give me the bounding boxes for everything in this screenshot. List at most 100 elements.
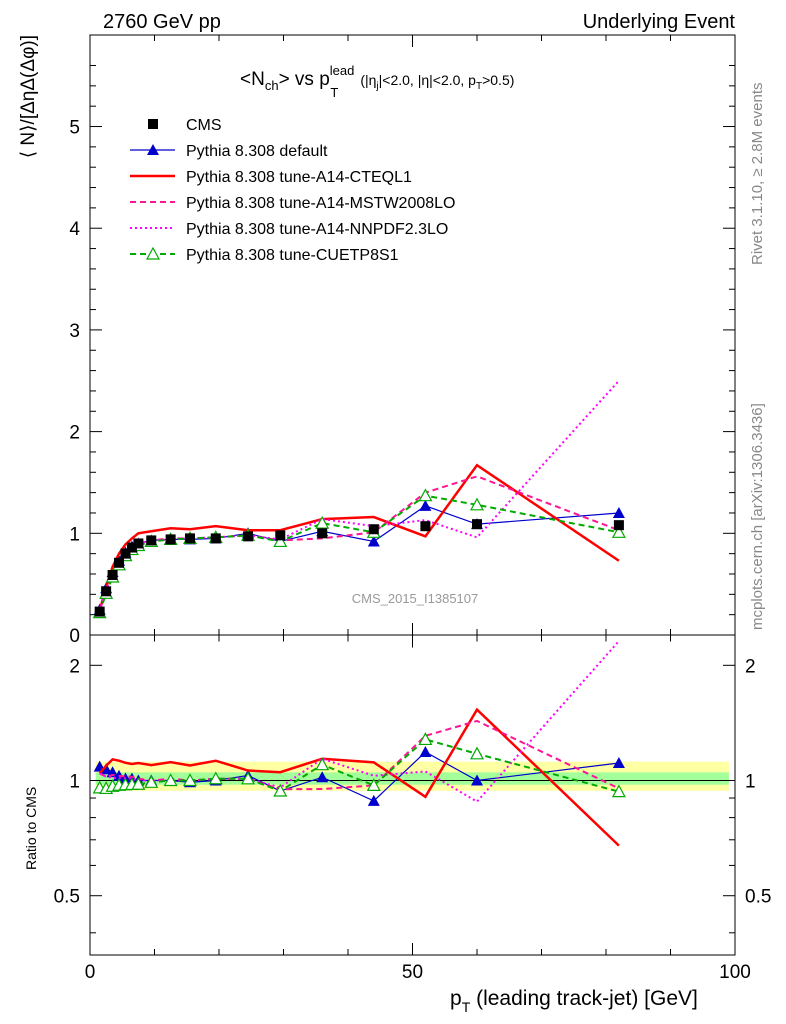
series-point-1	[419, 499, 432, 511]
top-y-tick-label: 4	[69, 219, 80, 240]
cms-point	[472, 519, 482, 530]
cms-point	[368, 524, 379, 535]
ratio-line-2	[98, 707, 620, 847]
analysis-watermark: CMS_2015_I1385107	[352, 591, 479, 606]
ratio-panel-frame	[89, 634, 736, 956]
top-y-tick-label: 2	[69, 423, 80, 444]
cms-point	[420, 521, 431, 532]
header-left: 2760 GeV pp	[103, 11, 221, 33]
ratio-point-1	[367, 794, 380, 806]
legend-label-1: Pythia 8.308 default	[186, 143, 328, 160]
legend: CMS Pythia 8.308 default Pythia 8.308 tune…	[130, 117, 455, 264]
ratio-point-5	[273, 783, 288, 797]
plot-title-vs-sup: lead	[330, 63, 355, 78]
cms-point	[114, 557, 125, 568]
cms-point	[146, 535, 157, 546]
plot-title-main-sub: ch	[265, 78, 279, 93]
series-point-5	[273, 534, 288, 548]
cms-point	[613, 520, 624, 531]
mcplots-label: mcplots.cern.ch [arXiv:1306.3436]	[749, 403, 766, 630]
ratio-y-tick-label-right: 0.5	[745, 887, 771, 908]
top-y-axis-label: ⟨ N⟩/[ΔηΔ(Δφ)]	[18, 35, 39, 158]
cms-point	[165, 534, 176, 545]
x-tick-label: 100	[719, 962, 751, 983]
ratio-point-5	[144, 775, 159, 788]
legend-label-5: Pythia 8.308 tune-CUETP8S1	[186, 247, 399, 264]
ratio-line-5	[99, 738, 620, 793]
ratio-point-5	[241, 771, 256, 785]
rivet-label: Rivet 3.1.10, ≥ 2.8M events	[749, 83, 766, 266]
cms-point	[126, 542, 137, 553]
cms-point	[101, 586, 112, 597]
header-right: Underlying Event	[583, 11, 736, 33]
cms-point	[275, 530, 286, 541]
legend-marker-5	[145, 246, 161, 260]
ratio-point-5	[611, 784, 626, 798]
x-axis-label: pT (leading track-jet) [GeV]	[450, 987, 698, 1015]
x-tick-label: 50	[402, 962, 423, 983]
cms-point	[317, 528, 328, 539]
ratio-panel-series	[92, 640, 626, 847]
plot-title-cuts2-sub: T	[476, 81, 482, 92]
plot-title-cuts2: |<2.0, |η|<2.0, p	[379, 72, 477, 88]
cms-point	[184, 533, 195, 544]
ratio-point-5	[163, 773, 178, 787]
top-y-tick-label: 1	[69, 524, 80, 545]
cms-point	[243, 531, 254, 542]
cms-point	[210, 533, 221, 544]
x-axis-label-sub: T	[462, 999, 471, 1015]
series-point-5	[315, 515, 330, 529]
series-point-5	[418, 488, 433, 502]
legend-label-4: Pythia 8.308 tune-A14-NNPDF2.3LO	[186, 221, 448, 238]
series-line-2	[98, 463, 620, 611]
ratio-point-1	[471, 774, 483, 786]
top-y-tick-label: 3	[69, 321, 80, 342]
series-point-5	[469, 497, 485, 511]
ratio-y-tick-label: 2	[69, 656, 80, 677]
ratio-y-axis-label: Ratio to CMS	[23, 787, 39, 870]
ratio-point-1	[316, 771, 329, 783]
plot-title-cuts3: >0.5)	[482, 72, 514, 88]
ratio-point-1	[100, 763, 113, 775]
ratio-point-5	[182, 773, 197, 787]
plot-title-vs-sub: T	[330, 85, 338, 100]
legend-label-2: Pythia 8.308 tune-A14-CTEQL1	[186, 169, 412, 186]
series-point-5	[611, 525, 626, 538]
x-axis-label-rest: (leading track-jet) [GeV]	[470, 987, 698, 1010]
top-y-tick-label: 0	[69, 626, 80, 647]
ratio-point-5	[315, 757, 330, 771]
legend-marker-0	[148, 119, 158, 129]
ratio-point-5	[208, 771, 223, 785]
series-point-1	[612, 506, 625, 518]
top-y-tick-label: 5	[69, 118, 80, 139]
series-point-1	[367, 535, 380, 547]
ratio-point-5	[131, 776, 146, 790]
x-axis-label-main: p	[450, 987, 462, 1010]
ratio-y-tick-label-right: 1	[745, 772, 756, 793]
legend-label-3: Pythia 8.308 tune-A14-MSTW2008LO	[186, 195, 455, 212]
cms-point	[133, 538, 144, 549]
ratio-point-1	[106, 766, 119, 778]
ratio-point-5	[469, 746, 485, 760]
series-line-4	[98, 380, 620, 611]
ratio-point-1	[419, 746, 432, 758]
legend-label-0: CMS	[186, 117, 222, 134]
plot-title: <Nch> vs plead T(|ηj|<2.0, |η|<2.0, pT>0.…	[240, 63, 514, 100]
cms-point	[94, 606, 105, 617]
ratio-y-tick-label: 0.5	[54, 887, 80, 908]
ratio-y-tick-label-right: 2	[745, 656, 756, 677]
legend-marker-1	[147, 144, 159, 155]
series-line-5	[98, 494, 620, 613]
ratio-point-5	[366, 778, 381, 791]
top-panel-series	[92, 380, 626, 619]
cms-point	[107, 570, 118, 580]
ratio-point-5	[418, 732, 433, 746]
ratio-point-1	[612, 756, 625, 768]
ratio-y-tick-label: 1	[69, 772, 80, 793]
axis-ticks: 0 50 100 0 1 2 3 4 5 0.5 0.5 1 1 2 2	[54, 35, 771, 983]
plot-title-cuts: (|η	[360, 72, 376, 88]
x-tick-label: 0	[85, 962, 96, 983]
plot-title-main: <N	[240, 69, 265, 90]
plot-title-vs: > vs p	[279, 69, 330, 90]
